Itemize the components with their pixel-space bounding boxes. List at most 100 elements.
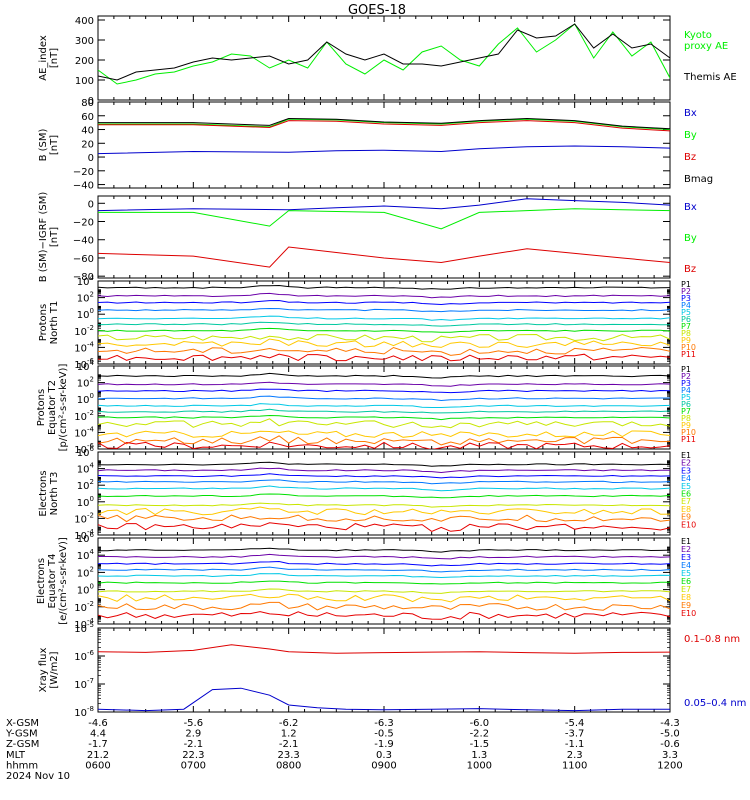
ephemeris-value: 0.3 xyxy=(376,750,392,761)
panel-2: −40 −20 0 20 40 60 80 B (SM) [nT] Bx By Bz Bmag xyxy=(38,98,713,192)
legend-entry: E1 xyxy=(681,537,691,546)
y-tick-label: −40 xyxy=(73,236,94,247)
panel-8: 10-8 10-7 10-6 10-5 Xray flux [W/m2] 0.1–0.8 n… xyxy=(38,621,746,719)
series-line-1 xyxy=(98,145,670,155)
ephemeris-value: -1.7 xyxy=(88,739,108,750)
legend-entry: Themis AE xyxy=(683,72,737,83)
ephemeris-value: 1000 xyxy=(467,760,492,771)
legend-entry: E6 xyxy=(681,577,691,586)
y-tick-label: 10-4 xyxy=(74,425,94,439)
series-line-2 xyxy=(98,208,670,230)
y-tick-label: −40 xyxy=(73,181,94,192)
legend-entry: Bz xyxy=(684,264,696,275)
legend-entry: P7 xyxy=(681,322,691,331)
legend-entry: E5 xyxy=(681,482,691,491)
channel-line xyxy=(98,299,670,306)
channel-line xyxy=(98,403,670,408)
ephemeris-value: -1.5 xyxy=(470,739,490,750)
ephemeris-value: -5.0 xyxy=(660,729,680,740)
y-tick-label: 10-8 xyxy=(74,705,94,719)
ephemeris-value: 2.9 xyxy=(185,729,201,740)
y-axis-label: AE_index xyxy=(38,35,49,81)
y-tick-label: 100 xyxy=(77,583,94,597)
legend-entry: Bmag xyxy=(684,174,713,185)
legend-entry: Bx xyxy=(684,202,697,213)
legend-entry: P4 xyxy=(681,386,691,395)
channel-line xyxy=(98,430,670,438)
legend-entry: E7 xyxy=(681,585,691,594)
y-tick-label: 100 xyxy=(77,307,94,321)
panel-frame xyxy=(97,15,671,101)
y-tick-label: 104 xyxy=(77,359,95,373)
y-axis-label: Protons xyxy=(38,304,49,341)
y-tick-label: 400 xyxy=(75,16,94,27)
ephemeris-value: -2.1 xyxy=(184,739,204,750)
channel-line xyxy=(98,485,670,492)
ephemeris-value: -4.6 xyxy=(88,718,108,729)
legend-entry: Kyoto xyxy=(684,30,712,41)
legend-entry: Bx xyxy=(684,108,697,119)
legend-entry: P11 xyxy=(681,435,696,444)
ephemeris-value: -2.1 xyxy=(279,739,299,750)
channel-line xyxy=(98,414,670,421)
ephemeris-value: 0700 xyxy=(181,760,206,771)
ephemeris-value: 0600 xyxy=(85,760,110,771)
channel-line xyxy=(98,321,670,327)
ephemeris-value: 22.3 xyxy=(182,750,204,761)
series-line-1 xyxy=(98,198,670,212)
legend-entry: E9 xyxy=(681,513,691,522)
channel-line xyxy=(98,560,670,567)
legend-entry: P10 xyxy=(681,343,696,352)
channel-line xyxy=(98,573,670,579)
ephemeris-value: 4.4 xyxy=(90,729,106,740)
ephemeris-value: -6.2 xyxy=(279,718,299,729)
series-line-1 xyxy=(98,644,670,654)
ephemeris-row-label: Y-GSM xyxy=(5,729,38,740)
channel-line xyxy=(98,372,670,379)
legend-entry: E3 xyxy=(681,553,691,562)
legend-entry: P1 xyxy=(681,280,691,289)
y-axis-label: [W/m2] xyxy=(49,651,60,688)
channel-line xyxy=(98,580,670,585)
panel-frame xyxy=(97,280,671,365)
ephemeris-value: -6.0 xyxy=(470,718,490,729)
y-tick-label: 300 xyxy=(75,36,94,47)
legend-entry: E2 xyxy=(681,545,691,554)
y-axis-label: [nT] xyxy=(49,135,60,155)
y-tick-label: 102 xyxy=(77,478,94,492)
channel-line xyxy=(98,284,670,290)
legend-entry: P3 xyxy=(681,294,691,303)
legend-entry: P1 xyxy=(681,365,691,374)
y-axis-label: Equator T2 xyxy=(47,380,58,435)
y-tick-label: 10-2 xyxy=(74,600,94,614)
legend-entry: E10 xyxy=(681,520,696,529)
legend-entry: P8 xyxy=(681,414,691,423)
legend-entry: P7 xyxy=(681,407,691,416)
channel-line xyxy=(98,506,670,516)
channel-line xyxy=(98,479,670,485)
channel-line xyxy=(98,593,670,603)
legend-entry: E6 xyxy=(681,490,691,499)
ephemeris-value: 2.3 xyxy=(567,750,583,761)
y-axis-label: B (SM)−IGRF (SM) xyxy=(38,192,49,283)
y-tick-label: 10-4 xyxy=(74,340,94,354)
legend-entry: P5 xyxy=(681,393,691,402)
channel-line xyxy=(98,333,670,343)
y-axis-label: Equator T4 xyxy=(47,554,58,609)
ephemeris-value: 21.2 xyxy=(87,750,109,761)
legend-entry: P9 xyxy=(681,336,691,345)
date-label: 2024 Nov 10 xyxy=(6,771,70,782)
legend-entry: 0.1–0.8 nm xyxy=(684,634,740,645)
channel-line xyxy=(98,435,670,446)
legend-entry: P9 xyxy=(681,421,691,430)
ephemeris-row-label: hhmm xyxy=(6,760,38,771)
ephemeris-value: -6.3 xyxy=(374,718,394,729)
channel-line xyxy=(98,418,670,429)
legend-entry: P6 xyxy=(681,400,691,409)
y-axis-label: North T3 xyxy=(49,472,60,516)
ephemeris-value: -5.4 xyxy=(565,718,585,729)
